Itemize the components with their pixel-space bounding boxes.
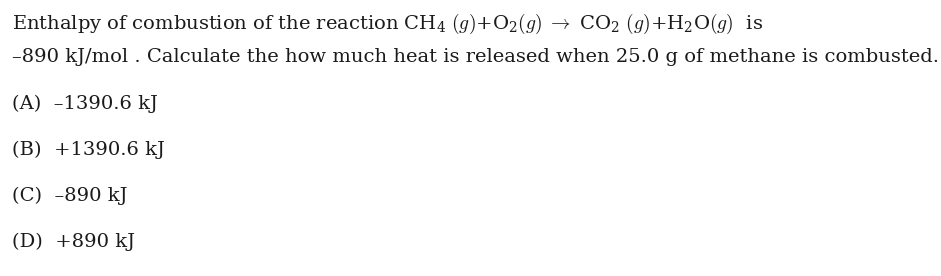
Text: (A)  –1390.6 kJ: (A) –1390.6 kJ xyxy=(12,95,158,113)
Text: (D)  +890 kJ: (D) +890 kJ xyxy=(12,233,135,251)
Text: Enthalpy of combustion of the reaction $\mathregular{CH_4}$ $(g)$+$\mathregular{: Enthalpy of combustion of the reaction $… xyxy=(12,12,763,36)
Text: (B)  +1390.6 kJ: (B) +1390.6 kJ xyxy=(12,141,165,159)
Text: –890 kJ/mol . Calculate the how much heat is released when 25.0 g of methane is : –890 kJ/mol . Calculate the how much hea… xyxy=(12,48,939,66)
Text: (C)  –890 kJ: (C) –890 kJ xyxy=(12,187,127,205)
